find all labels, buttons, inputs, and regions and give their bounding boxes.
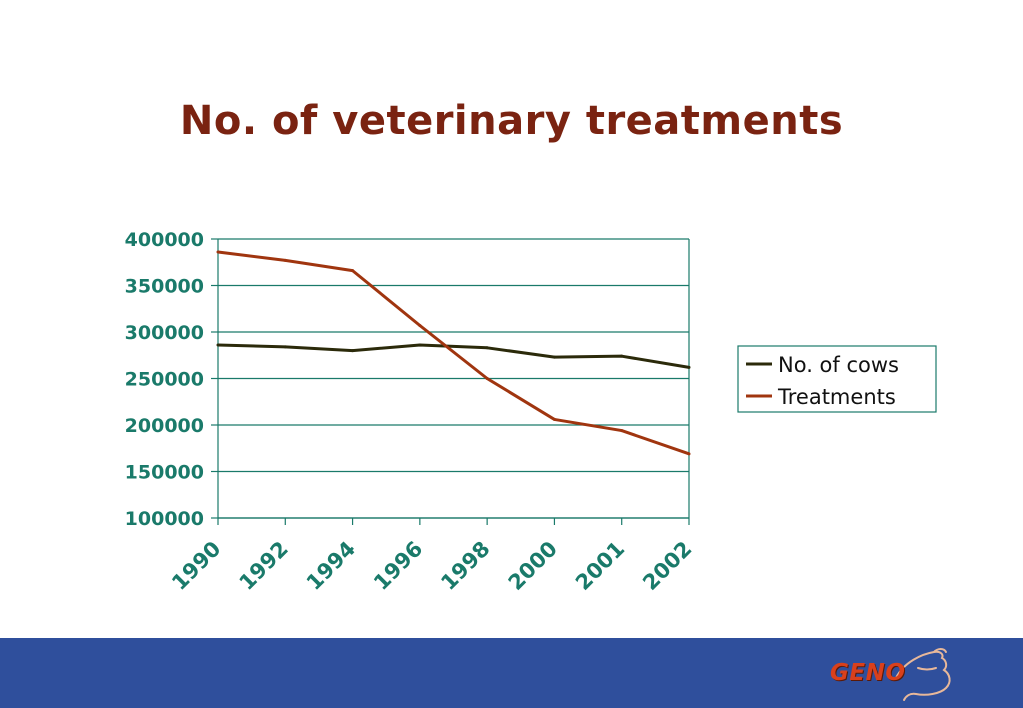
slide-title: No. of veterinary treatments: [179, 98, 844, 144]
data-point: [552, 417, 556, 421]
x-tick-label: 2000: [504, 537, 562, 595]
data-point: [485, 377, 489, 380]
x-tick-label: 1998: [436, 537, 494, 595]
data-point: [283, 258, 287, 262]
x-tick-label: 2001: [571, 537, 629, 595]
legend-label: No. of cows: [778, 353, 899, 377]
series-line-cows: [217, 343, 690, 369]
data-point: [418, 323, 422, 327]
data-point: [552, 355, 556, 359]
y-tick-label: 300000: [125, 322, 204, 344]
geno-logo: GENO: [826, 648, 956, 704]
y-tick-label: 200000: [125, 415, 204, 437]
x-tick-label: 1992: [235, 537, 293, 595]
logo-text: GENO: [830, 660, 906, 686]
data-point: [620, 354, 624, 358]
data-point: [687, 452, 691, 456]
data-point: [283, 345, 287, 349]
x-tick-label: 2002: [638, 537, 696, 595]
x-tick-label: 1996: [369, 537, 427, 595]
y-tick-label: 100000: [125, 508, 204, 530]
x-tick-label: 1994: [302, 537, 360, 595]
series-line-treatments: [217, 250, 690, 456]
y-tick-label: 350000: [125, 276, 204, 298]
legend-label: Treatments: [777, 385, 896, 409]
bull-outline-icon: [895, 648, 951, 701]
data-point: [485, 346, 489, 350]
legend-box: [737, 345, 937, 413]
data-point: [351, 349, 355, 353]
x-tick-label: 1990: [167, 537, 225, 595]
data-point: [687, 365, 691, 369]
data-point: [216, 343, 220, 347]
y-tick-label: 400000: [125, 229, 204, 251]
chart-legend: No. of cows Treatments: [737, 345, 937, 413]
y-tick-label: 250000: [125, 369, 204, 391]
data-point: [351, 269, 355, 273]
y-tick-label: 150000: [125, 462, 204, 484]
data-point: [620, 429, 624, 433]
data-point: [418, 343, 422, 347]
plot-area: 100000 150000 200000 250000 300000 350000 4000…: [125, 229, 697, 595]
data-point: [216, 250, 220, 254]
footer-band: GENO: [0, 638, 1023, 708]
